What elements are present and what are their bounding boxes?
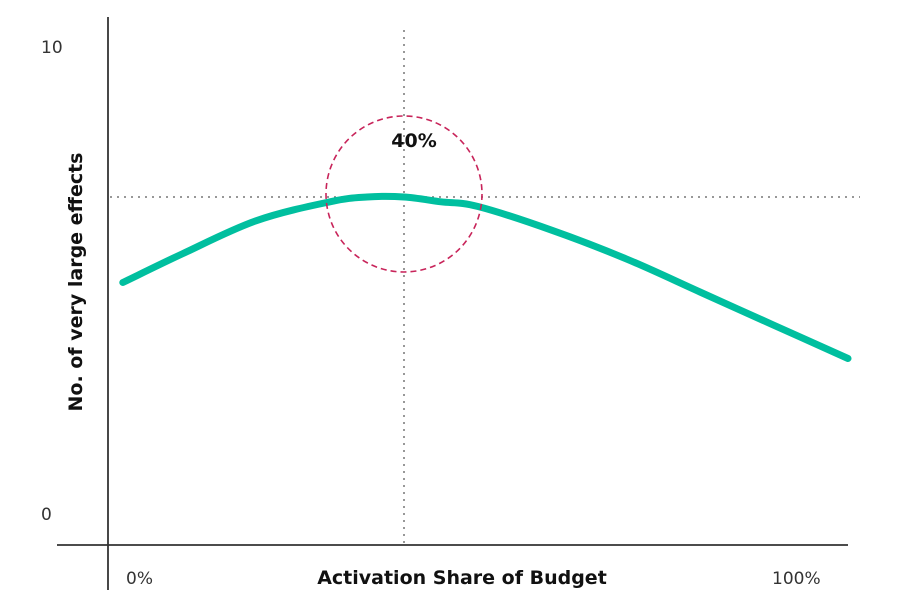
series-line	[119, 192, 852, 362]
y-tick-label-bottom: 0	[41, 505, 52, 525]
y-tick-label-top: 10	[41, 38, 63, 58]
x-tick-label-end: 100%	[772, 569, 821, 589]
highlight-circle	[325, 115, 483, 273]
x-axis-title: Activation Share of Budget	[317, 567, 607, 589]
x-tick-label-start: 0%	[126, 569, 153, 589]
annotation-label: 40%	[391, 130, 436, 152]
y-axis-title: No. of very large effects	[65, 153, 87, 412]
